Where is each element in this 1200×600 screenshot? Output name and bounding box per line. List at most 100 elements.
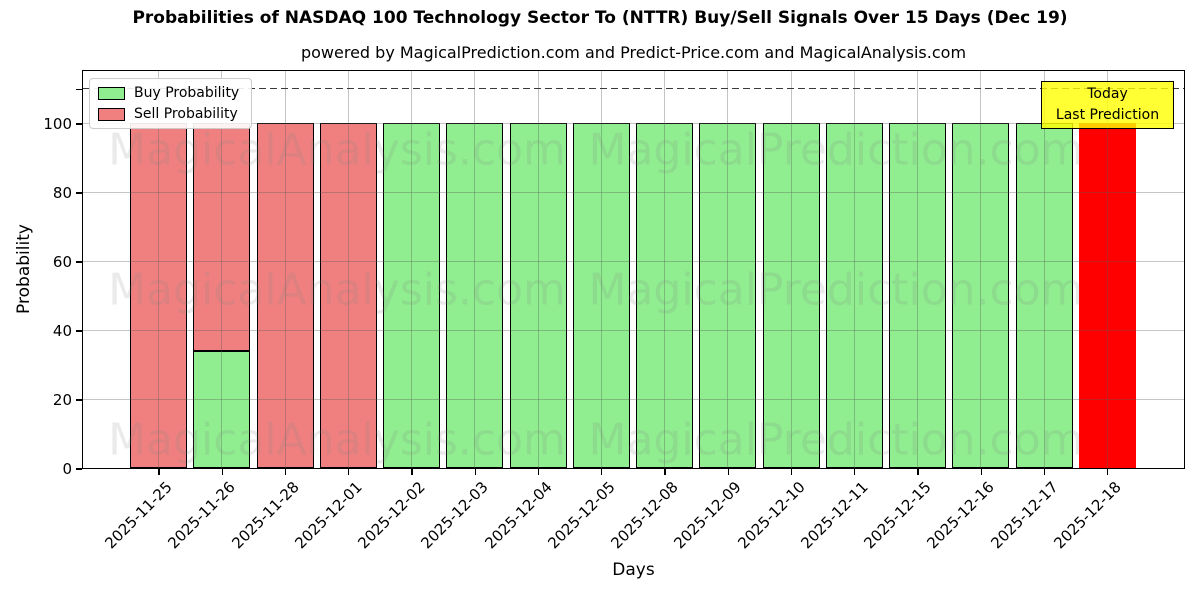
bar-segment bbox=[699, 123, 757, 468]
v-gridline bbox=[980, 71, 982, 468]
bar-segment bbox=[383, 123, 440, 468]
v-gridline bbox=[158, 71, 159, 468]
h-gridline bbox=[83, 329, 1184, 331]
chart-title: Probabilities of NASDAQ 100 Technology S… bbox=[132, 8, 1068, 28]
x-tick-mark bbox=[854, 469, 856, 475]
v-gridline bbox=[664, 71, 665, 468]
x-tick-label: 2025-12-01 bbox=[291, 478, 366, 553]
y-tick-label: 20 bbox=[52, 390, 72, 409]
x-tick-mark bbox=[917, 469, 919, 475]
x-tick-mark bbox=[537, 469, 540, 475]
v-gridline bbox=[853, 71, 855, 468]
bar-segment bbox=[130, 123, 187, 468]
bar-segment bbox=[889, 123, 946, 468]
x-tick-mark bbox=[664, 469, 666, 475]
bar-segment bbox=[509, 123, 567, 468]
bar-segment bbox=[572, 123, 630, 468]
chart-subtitle: powered by MagicalPrediction.com and Pre… bbox=[300, 43, 967, 62]
watermark-text: MagicalPrediction.com bbox=[588, 414, 1084, 466]
v-gridline bbox=[284, 71, 286, 468]
x-axis-label: Days bbox=[612, 560, 655, 580]
bar-segment bbox=[193, 123, 251, 351]
annotation-line2: Last Prediction bbox=[1055, 107, 1160, 123]
v-gridline bbox=[411, 71, 412, 468]
x-tick-label: 2025-12-03 bbox=[417, 478, 492, 553]
y-tick-label: 80 bbox=[52, 183, 72, 202]
x-tick-mark bbox=[980, 469, 982, 475]
legend-item-buy: Buy Probability bbox=[98, 85, 239, 101]
bar-segment bbox=[1078, 123, 1136, 468]
v-gridline bbox=[727, 71, 729, 468]
x-tick-mark bbox=[601, 469, 603, 475]
sell-swatch-icon bbox=[98, 107, 125, 121]
h-gridline bbox=[83, 191, 1184, 193]
x-tick-mark bbox=[790, 469, 793, 475]
bar-segment bbox=[636, 123, 693, 468]
h-gridline bbox=[83, 260, 1184, 262]
x-tick-label: 2025-12-05 bbox=[544, 478, 619, 553]
y-tick-label: 100 bbox=[43, 114, 72, 133]
plot-area: MagicalAnalysis.com MagicalAnalysis.com Ma… bbox=[82, 70, 1185, 469]
y-tick-label: 0 bbox=[62, 459, 72, 478]
x-tick-mark bbox=[221, 469, 223, 475]
threshold-dashed-line bbox=[83, 87, 1184, 89]
x-tick-mark bbox=[1043, 469, 1046, 475]
bar-segment bbox=[1015, 123, 1073, 468]
x-tick-mark bbox=[474, 469, 476, 475]
v-gridline bbox=[347, 71, 349, 468]
x-tick-mark bbox=[1107, 469, 1109, 475]
bar-segment bbox=[825, 123, 883, 468]
h-gridline bbox=[83, 398, 1184, 400]
x-tick-label: 2025-12-18 bbox=[1050, 478, 1125, 553]
x-tick-label: 2025-11-28 bbox=[227, 478, 303, 553]
y-tick-mark bbox=[76, 192, 82, 194]
x-tick-label: 2025-12-15 bbox=[860, 478, 935, 553]
x-tick-label: 2025-11-25 bbox=[101, 478, 176, 553]
legend-item-sell: Sell Probability bbox=[98, 106, 239, 122]
watermark-text: MagicalPrediction.com bbox=[588, 124, 1084, 176]
v-gridline bbox=[790, 71, 792, 468]
h-gridline bbox=[83, 122, 1184, 124]
buy-swatch-icon bbox=[98, 86, 125, 100]
bar-segment bbox=[446, 123, 504, 468]
x-tick-label: 2025-12-04 bbox=[480, 478, 556, 553]
chart-legend: Buy Probability Sell Probability bbox=[89, 78, 253, 129]
v-gridline bbox=[221, 71, 223, 468]
y-tick-mark bbox=[76, 330, 82, 332]
x-tick-mark bbox=[284, 469, 287, 475]
x-tick-label: 2025-12-10 bbox=[733, 478, 809, 553]
x-tick-mark bbox=[727, 469, 729, 475]
bar-segment bbox=[319, 123, 377, 468]
x-tick-label: 2025-12-02 bbox=[354, 478, 429, 553]
bar-segment bbox=[256, 123, 314, 468]
y-tick-mark bbox=[76, 123, 82, 125]
watermark-text: MagicalAnalysis.com bbox=[108, 414, 566, 466]
y-tick-mark bbox=[76, 468, 82, 470]
x-tick-mark bbox=[348, 469, 350, 475]
v-gridline bbox=[1043, 71, 1045, 468]
x-tick-mark bbox=[158, 469, 160, 475]
x-tick-label: 2025-12-16 bbox=[923, 478, 998, 553]
x-tick-label: 2025-12-11 bbox=[797, 478, 872, 553]
y-tick-label: 60 bbox=[52, 252, 72, 271]
x-tick-label: 2025-12-17 bbox=[986, 478, 1062, 553]
x-tick-label: 2025-11-26 bbox=[164, 478, 239, 553]
v-gridline bbox=[1106, 71, 1108, 468]
bar-segment bbox=[193, 350, 251, 468]
v-gridline bbox=[917, 71, 918, 468]
annotation-line1: Today bbox=[1087, 86, 1128, 102]
y-tick-mark-110 bbox=[76, 88, 82, 91]
watermark-text: MagicalAnalysis.com bbox=[108, 124, 566, 176]
legend-sell-label: Sell Probability bbox=[134, 106, 238, 122]
y-tick-label: 40 bbox=[52, 321, 72, 340]
v-gridline bbox=[537, 71, 539, 468]
x-tick-label: 2025-12-08 bbox=[607, 478, 682, 553]
x-tick-mark bbox=[411, 469, 413, 475]
y-tick-mark bbox=[76, 261, 82, 263]
x-tick-label: 2025-12-09 bbox=[670, 478, 745, 553]
watermark-text: MagicalPrediction.com bbox=[588, 264, 1084, 316]
today-annotation: Today Last Prediction bbox=[1041, 81, 1174, 129]
v-gridline bbox=[474, 71, 476, 468]
v-gridline bbox=[600, 71, 602, 468]
